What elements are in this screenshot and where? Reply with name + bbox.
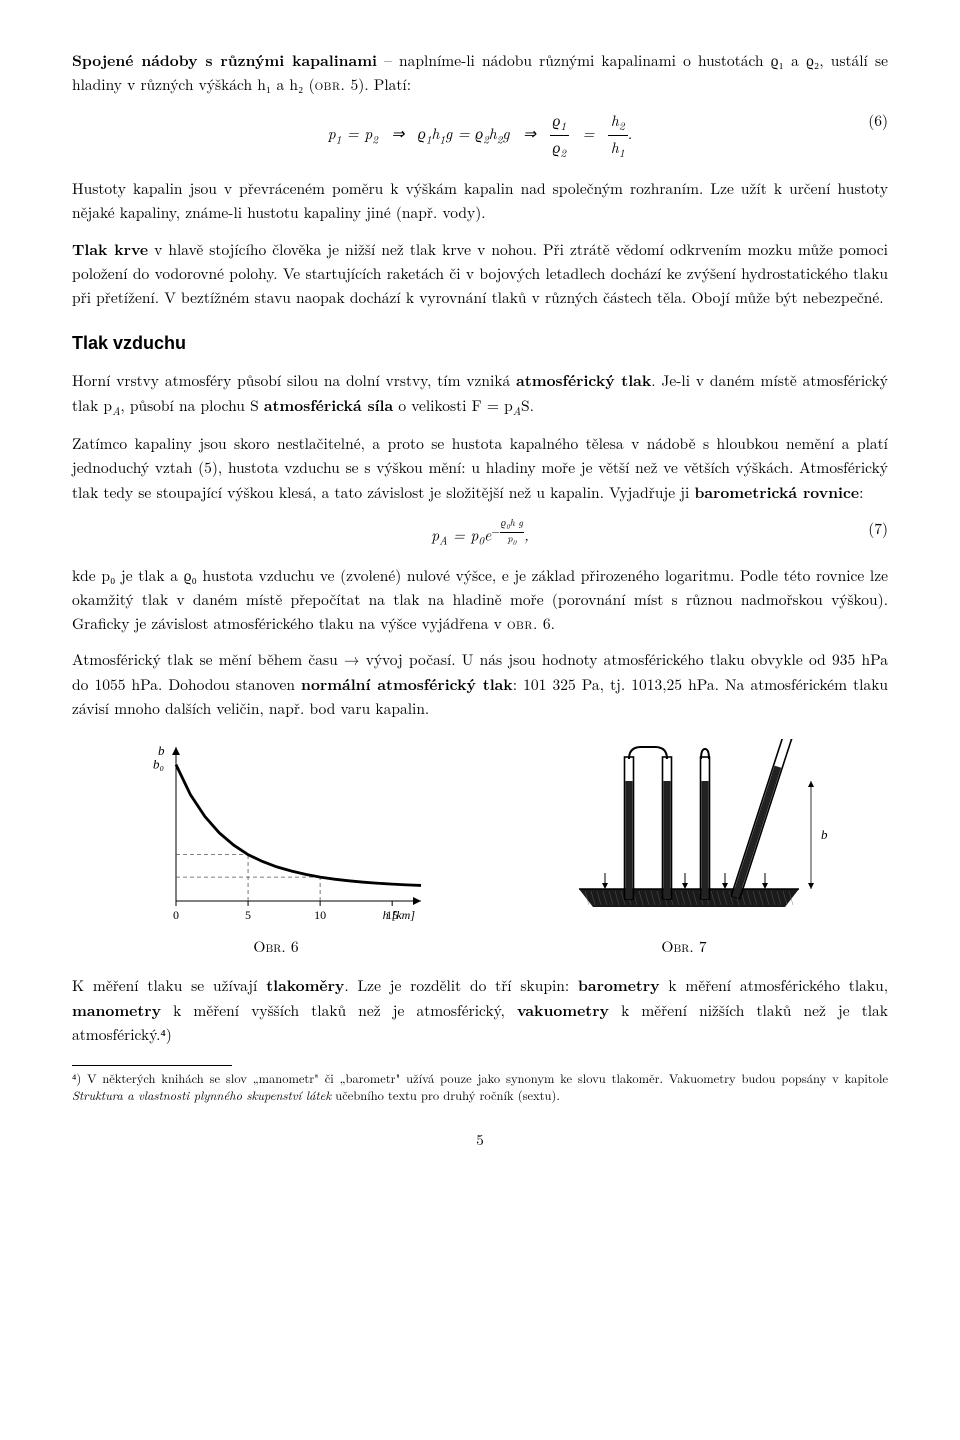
equation-6: p1 = p2 ⇒ ϱ1h1g = ϱ2h2g ⇒ ϱ1ϱ2 = h2h1. (…	[72, 109, 888, 163]
svg-text:5: 5	[245, 908, 251, 922]
eq6-number: (6)	[868, 109, 888, 133]
para-spojene-nadoby: Spojené nádoby s různými kapalinami – na…	[72, 48, 888, 97]
equation-7: pA = p0e−ϱ0h gp0, (7)	[72, 517, 888, 550]
figure-6-caption: Obr. 6	[253, 935, 298, 959]
figure-7-caption: Obr. 7	[661, 935, 706, 959]
para-p0: kde p₀ je tlak a ϱ₀ hustota vzduchu ve (…	[72, 564, 888, 636]
para-tlakomery: K měření tlaku se užívají tlakoměry. Lze…	[72, 973, 888, 1047]
para-pocasi: Atmosférický tlak se mění během času → v…	[72, 648, 888, 721]
para-tlak-krve: Tlak krve v hlavě stojícího člověka je n…	[72, 237, 888, 310]
heading-tlak-vzduchu: Tlak vzduchu	[72, 330, 888, 358]
para-atmos-tlak: Horní vrstvy atmosféry působí silou na d…	[72, 368, 888, 420]
svg-text:10: 10	[314, 908, 326, 922]
lead-spojene: Spojené nádoby s různými kapalinami	[72, 48, 377, 71]
svg-text:0: 0	[173, 908, 179, 922]
svg-text:b: b	[821, 827, 828, 842]
para-barometricka: Zatímco kapaliny jsou skoro nestlačiteln…	[72, 432, 888, 505]
svg-text:b₀: b₀	[153, 757, 164, 772]
page-number: 5	[72, 1128, 888, 1151]
figure-6-chart: 051015h [km]bb₀	[131, 739, 431, 929]
figure-7-diagram: b	[549, 739, 829, 929]
svg-text:h [km]: h [km]	[383, 908, 416, 922]
footnote-rule	[72, 1065, 232, 1066]
footnote-4: ⁴) V některých knihách se slov „manometr…	[72, 1070, 888, 1104]
eq7-number: (7)	[868, 517, 888, 541]
para-hustoty: Hustoty kapalin jsou v převráceném poměr…	[72, 177, 888, 225]
